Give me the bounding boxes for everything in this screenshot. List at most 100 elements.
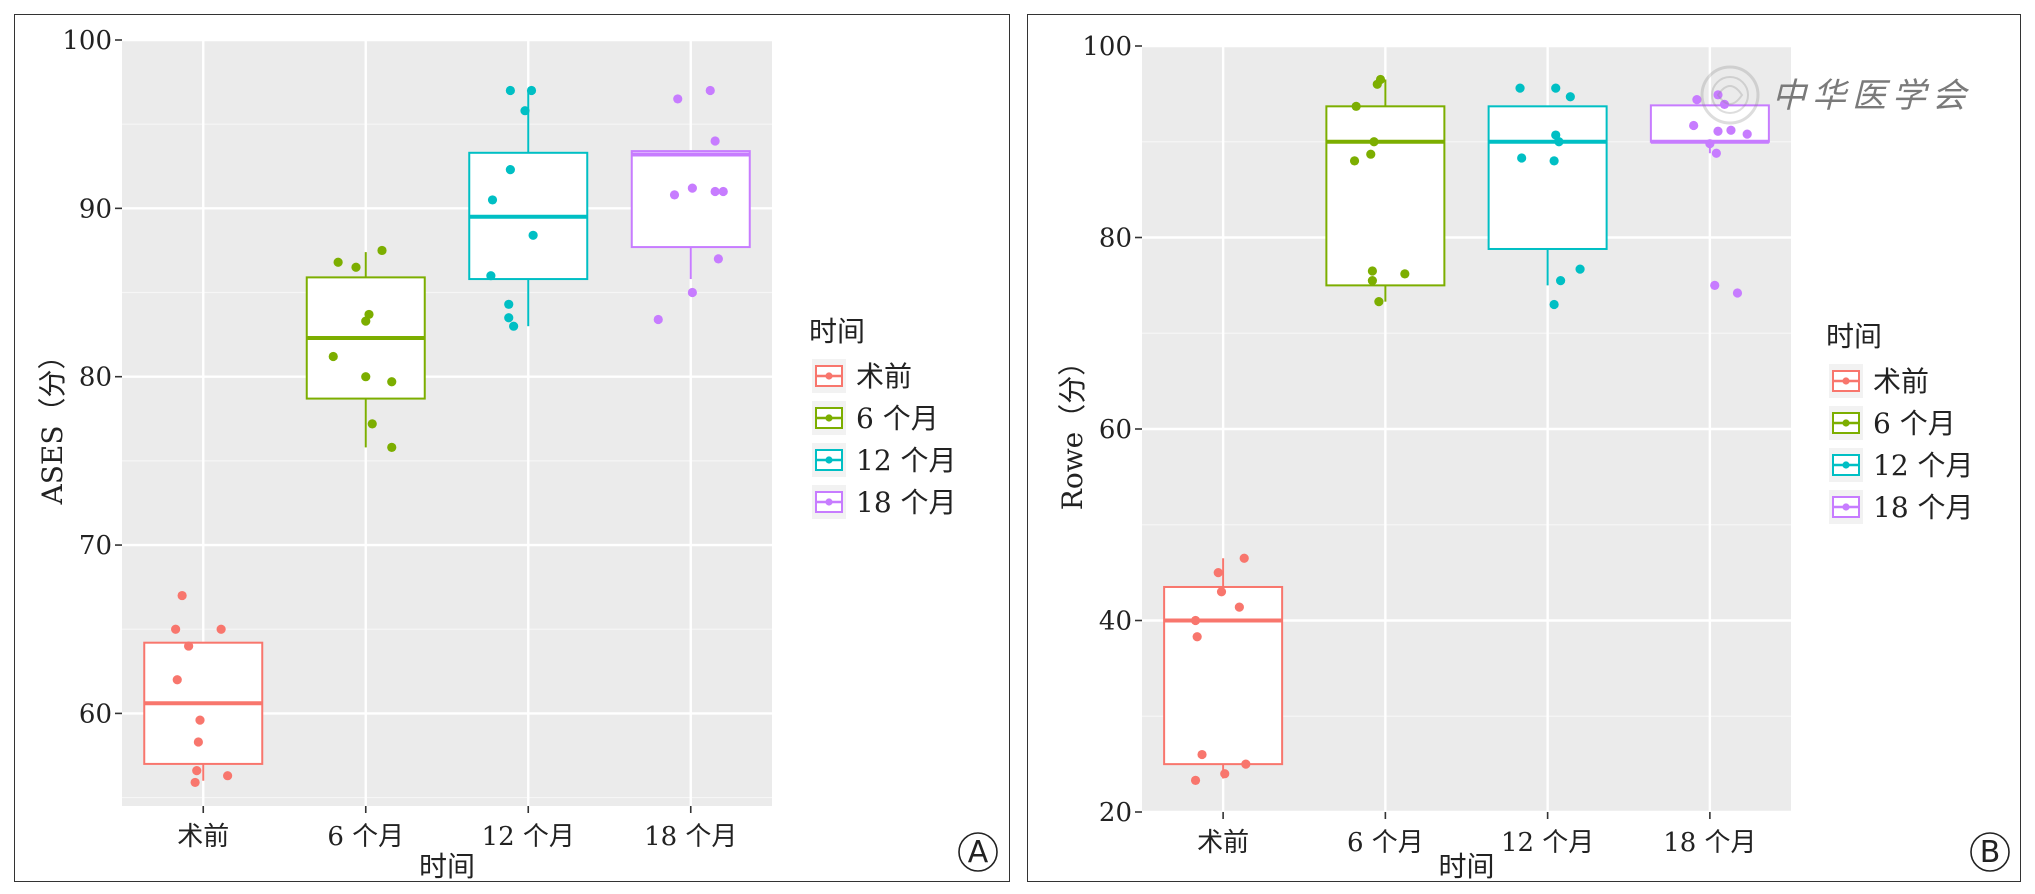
box-body (630, 150, 751, 249)
data-point (367, 419, 377, 429)
data-point (1197, 749, 1207, 760)
legend-label: 18 个月 (856, 486, 957, 519)
x-tick-label: 6 个月 (1347, 828, 1424, 858)
data-point (487, 195, 498, 205)
data-point (377, 245, 387, 256)
legend-label: 术前 (856, 360, 912, 393)
x-tick-label: 术前 (1197, 828, 1249, 858)
data-point (1369, 137, 1379, 147)
data-point (505, 165, 515, 175)
data-point (1192, 632, 1202, 642)
y-axis-title: Rowe（分） (1056, 348, 1089, 510)
data-point (710, 136, 720, 146)
data-point (177, 590, 187, 601)
data-point (171, 624, 181, 634)
data-point (1575, 264, 1585, 274)
data-point (1554, 137, 1564, 147)
legend-key-point (825, 456, 833, 464)
box-body (1487, 105, 1608, 250)
data-point (1372, 79, 1382, 89)
watermark-text: 中华医学会 (1772, 76, 1972, 116)
data-point (1549, 299, 1559, 310)
data-point (1705, 139, 1715, 149)
data-point (1366, 149, 1376, 159)
data-point (1726, 125, 1736, 135)
y-tick-label: 60 (1099, 415, 1132, 445)
data-point (333, 257, 343, 267)
legend-label: 6 个月 (856, 402, 939, 435)
data-point (351, 262, 361, 272)
data-point (1710, 280, 1720, 290)
y-tick-label: 40 (1099, 607, 1132, 637)
data-point (1689, 120, 1699, 131)
data-point (687, 287, 697, 298)
data-point (216, 624, 226, 634)
data-point (387, 442, 397, 453)
legend-key-point (825, 498, 833, 506)
x-tick-label: 6 个月 (327, 822, 404, 852)
legend-key-point (1842, 419, 1850, 427)
legend-label: 术前 (1873, 365, 1929, 398)
x-tick-label: 12 个月 (482, 822, 575, 852)
data-point (190, 777, 200, 788)
data-point (486, 271, 496, 281)
data-point (528, 230, 538, 240)
data-point (1213, 568, 1223, 578)
legend-key-point (825, 372, 833, 380)
y-axis-title: ASES（分） (36, 341, 69, 505)
box-body (1325, 105, 1446, 287)
data-point (504, 313, 514, 323)
y-tick-label: 100 (62, 26, 112, 56)
y-tick-label: 90 (79, 194, 112, 224)
y-tick-label: 80 (1099, 224, 1132, 254)
data-point (361, 372, 371, 382)
data-point (1565, 92, 1575, 102)
data-point (1732, 288, 1743, 298)
data-point (328, 351, 338, 362)
panel-letter: A (968, 835, 989, 870)
data-point (710, 186, 720, 197)
data-point (1400, 269, 1410, 279)
x-tick-label: 术前 (177, 822, 229, 852)
legend-key-point (825, 414, 833, 422)
y-tick-label: 80 (79, 363, 112, 393)
data-point (1349, 156, 1360, 166)
data-point (192, 766, 202, 776)
data-point (1551, 83, 1561, 93)
data-point (1351, 101, 1361, 111)
data-point (1216, 587, 1227, 597)
data-point (361, 316, 371, 326)
y-tick-label: 100 (1082, 32, 1132, 62)
legend-label: 6 个月 (1873, 407, 1956, 440)
y-tick-label: 20 (1099, 798, 1132, 828)
data-point (1374, 297, 1384, 307)
data-point (705, 85, 715, 96)
x-tick-label: 18 个月 (1663, 828, 1756, 858)
legend-title: 时间 (1826, 320, 1882, 353)
data-point (669, 190, 680, 200)
data-point (1719, 99, 1730, 110)
x-axis-title: 时间 (419, 850, 475, 883)
data-point (504, 299, 514, 309)
data-point (1241, 759, 1251, 769)
data-point (184, 641, 194, 651)
data-point (1190, 615, 1201, 626)
data-point (1190, 775, 1201, 786)
legend-label: 12 个月 (856, 444, 957, 477)
x-axis-title: 时间 (1438, 850, 1494, 883)
data-point (1367, 266, 1377, 276)
data-point (195, 715, 205, 725)
data-point (1713, 126, 1723, 136)
data-point (509, 321, 519, 331)
legend-key-point (1842, 503, 1850, 511)
data-point (520, 106, 530, 116)
box-body (1163, 585, 1284, 766)
legend-label: 18 个月 (1873, 491, 1974, 524)
data-point (193, 737, 203, 747)
panel-letter-circle (1970, 832, 2010, 872)
panel-letter-circle (958, 832, 998, 872)
data-point (505, 85, 515, 96)
